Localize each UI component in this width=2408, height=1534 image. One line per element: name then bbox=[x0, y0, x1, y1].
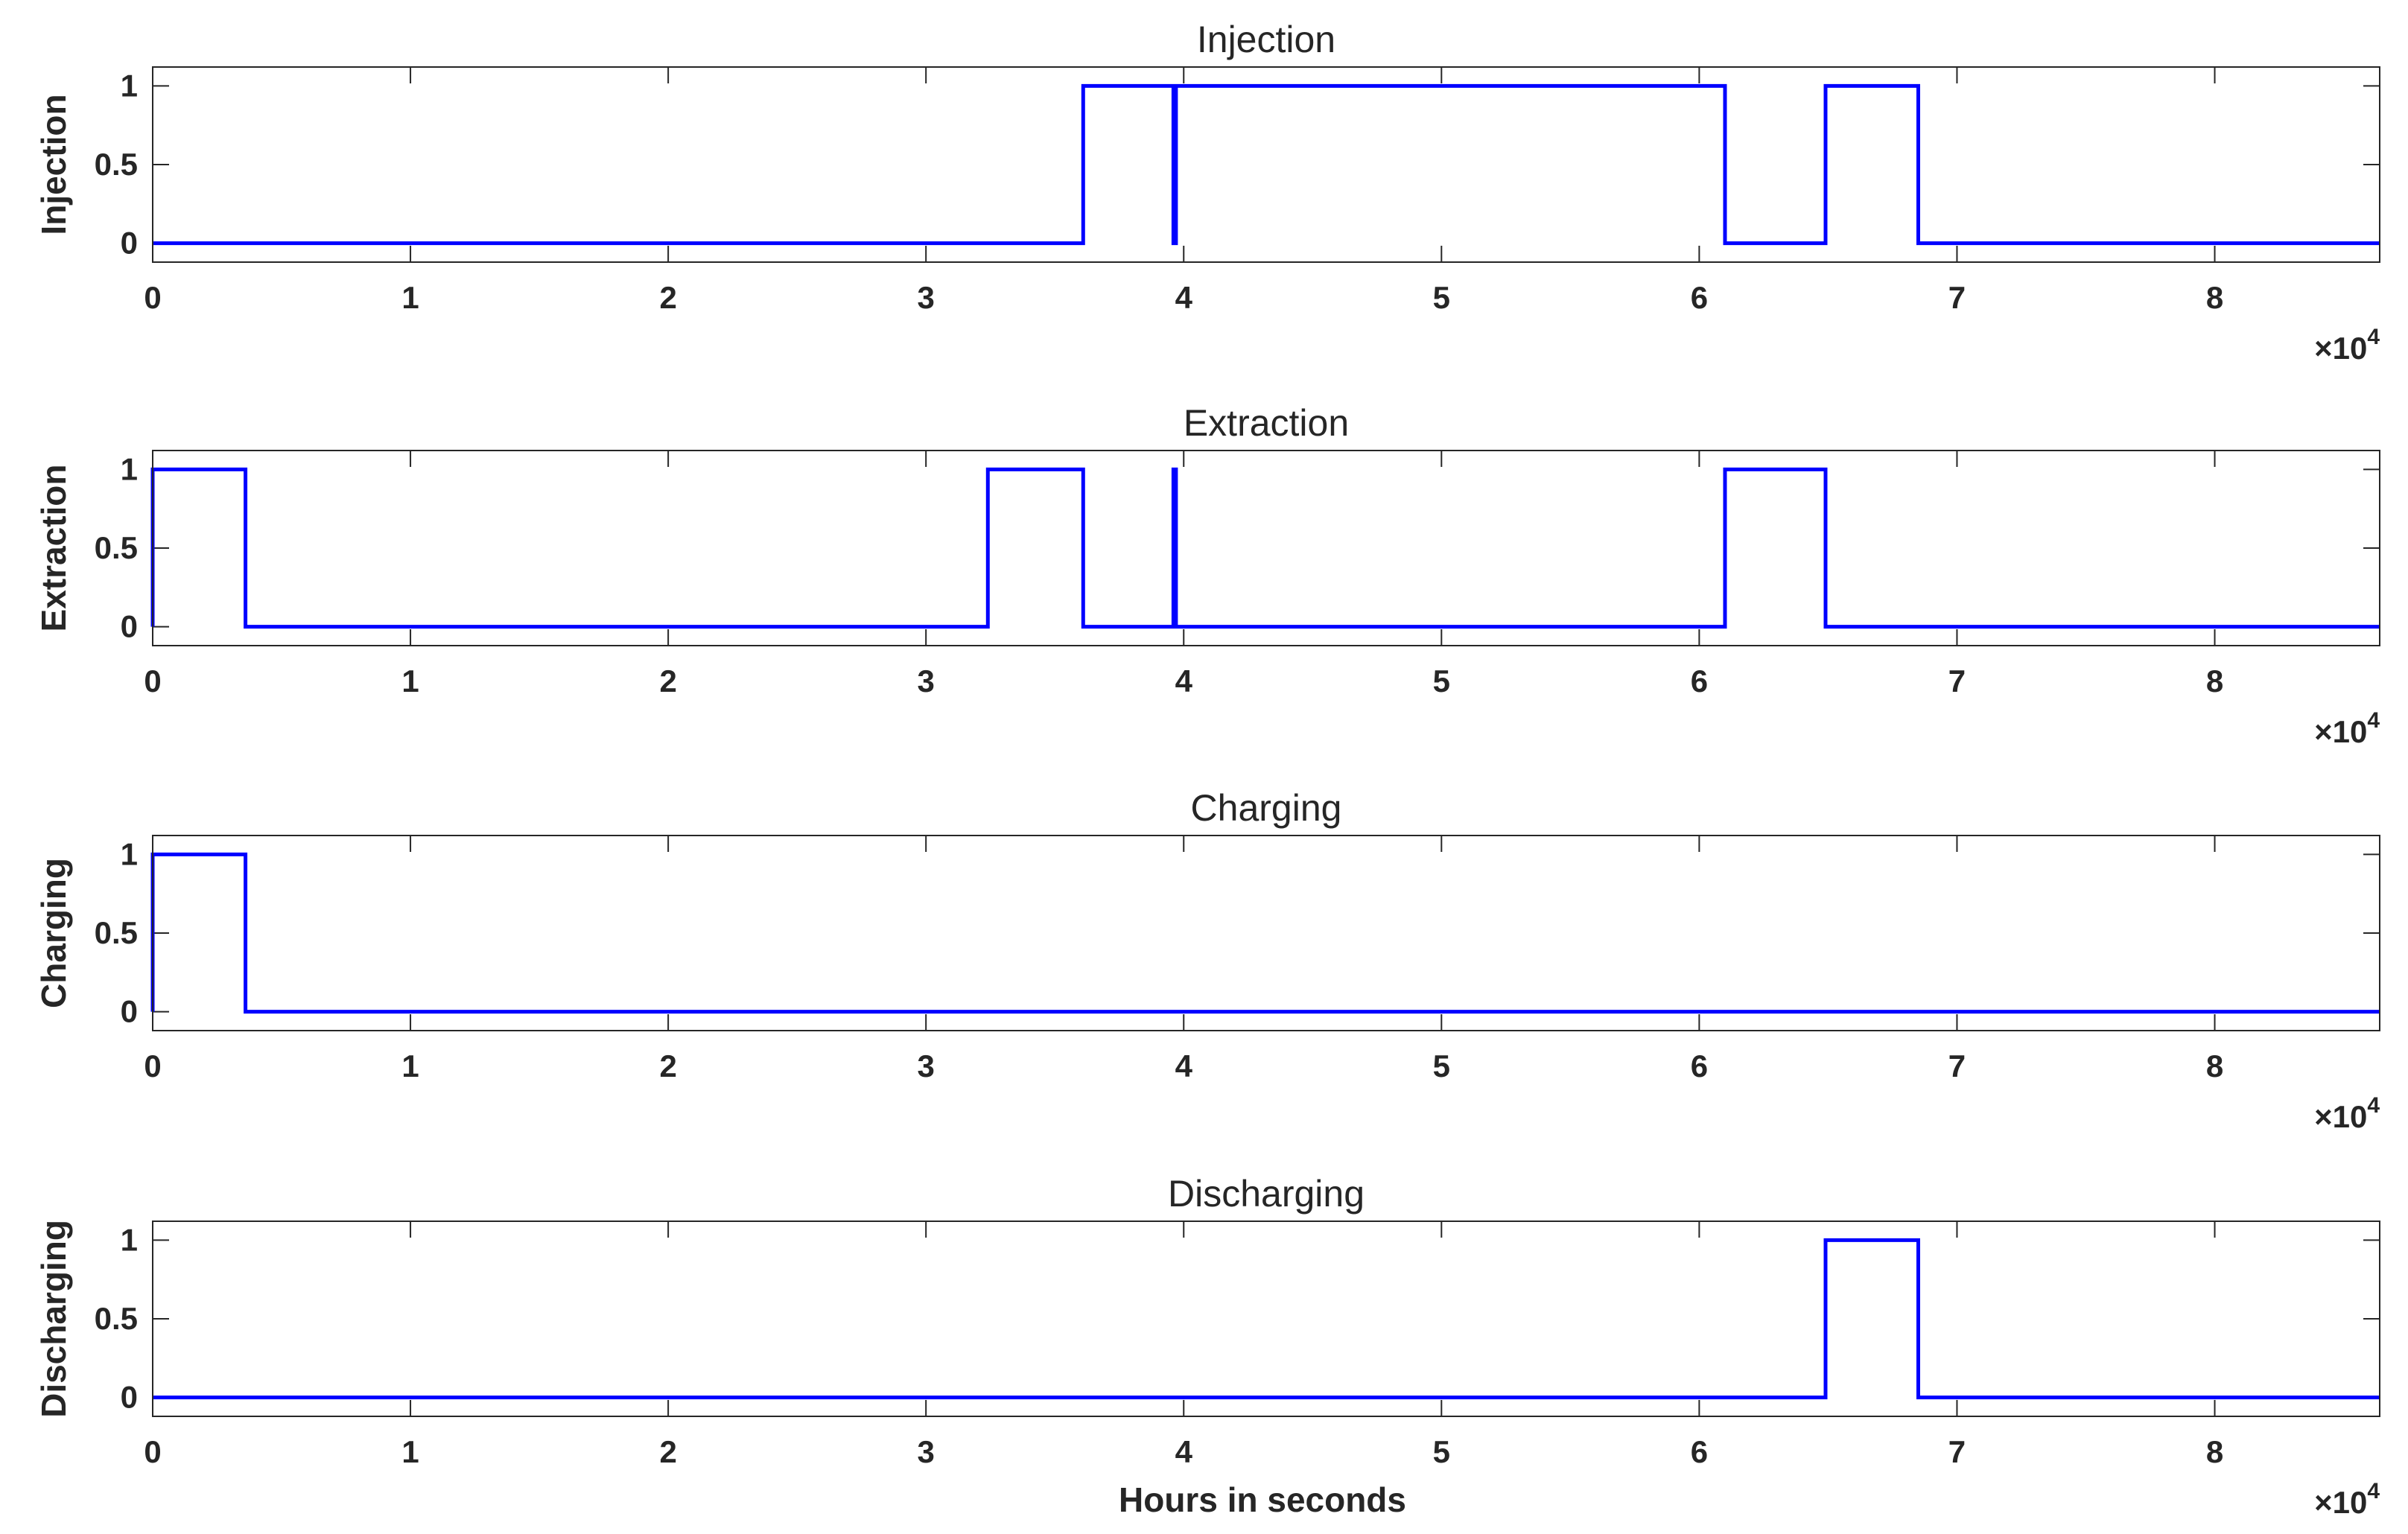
subplot-title: Extraction bbox=[1184, 402, 1349, 444]
x-tick-label: 6 bbox=[1691, 280, 1708, 315]
subplot-discharging: Discharging Discharging 0 1 2 3 4 5 6 7 8 0 0.5 1 ×104… bbox=[34, 1173, 2380, 1520]
y-axis-label: Injection bbox=[34, 94, 73, 235]
x-tick-label: 8 bbox=[2206, 1048, 2223, 1083]
x-tick-label: 8 bbox=[2206, 663, 2223, 698]
x-tick-label: 5 bbox=[1433, 1048, 1450, 1083]
subplot-title: Injection bbox=[1197, 19, 1335, 60]
x-tick-label: 7 bbox=[1948, 663, 1966, 698]
x-tick-label: 1 bbox=[401, 1048, 419, 1083]
x-tick-label: 3 bbox=[918, 1048, 935, 1083]
x-tick-label: 4 bbox=[1175, 663, 1193, 698]
x-axis-label: Hours in seconds bbox=[1119, 1480, 1406, 1519]
x-tick-label: 6 bbox=[1691, 663, 1708, 698]
y-tick-label: 0.5 bbox=[95, 915, 138, 950]
y-tick-label: 1 bbox=[121, 836, 138, 871]
x-tick-label: 2 bbox=[659, 280, 676, 315]
x-tick-label: 7 bbox=[1948, 1434, 1966, 1469]
axes-box bbox=[152, 450, 2380, 646]
x-tick-label: 1 bbox=[401, 280, 419, 315]
y-tick-label: 0.5 bbox=[95, 530, 138, 565]
axes-box bbox=[152, 1220, 2380, 1417]
x-tick-label: 6 bbox=[1691, 1434, 1708, 1469]
x-tick-label: 7 bbox=[1948, 280, 1966, 315]
x-tick-label: 5 bbox=[1433, 280, 1450, 315]
x-tick-label: 2 bbox=[659, 1048, 676, 1083]
x-tick-label: 3 bbox=[918, 1434, 935, 1469]
x-exponent-label: ×104 bbox=[2314, 325, 2380, 366]
x-tick-label: 3 bbox=[918, 663, 935, 698]
x-exponent-label: ×104 bbox=[2314, 708, 2380, 749]
y-tick-label: 0 bbox=[121, 226, 138, 261]
x-tick-label: 8 bbox=[2206, 280, 2223, 315]
x-tick-label: 0 bbox=[144, 663, 161, 698]
x-tick-label: 2 bbox=[659, 663, 676, 698]
x-tick-label: 3 bbox=[918, 280, 935, 315]
y-axis-label: Discharging bbox=[34, 1220, 73, 1418]
x-tick-label: 0 bbox=[144, 1048, 161, 1083]
axes-box bbox=[152, 66, 2380, 263]
subplot-injection: Injection Injection 0 1 2 3 4 5 6 7 8 0 0.5 1 ×104 bbox=[34, 19, 2380, 366]
series-line bbox=[150, 467, 2380, 629]
series-line bbox=[153, 83, 2380, 246]
y-tick-label: 0.5 bbox=[95, 147, 138, 182]
y-tick-label: 0 bbox=[121, 994, 138, 1029]
y-tick-label: 1 bbox=[121, 451, 138, 486]
y-tick-label: 0 bbox=[121, 1380, 138, 1415]
x-tick-label: 0 bbox=[144, 280, 161, 315]
subplot-title: Charging bbox=[1191, 787, 1342, 829]
x-tick-label: 1 bbox=[401, 1434, 419, 1469]
series-line bbox=[150, 852, 2380, 1014]
x-tick-label: 8 bbox=[2206, 1434, 2223, 1469]
x-tick-label: 2 bbox=[659, 1434, 676, 1469]
y-tick-label: 0 bbox=[121, 609, 138, 644]
subplot-charging: Charging Charging 0 1 2 3 4 5 6 7 8 0 0.5 1 ×104 bbox=[34, 787, 2380, 1134]
y-tick-label: 0.5 bbox=[95, 1301, 138, 1336]
subplot-title: Discharging bbox=[1168, 1173, 1365, 1215]
x-tick-label: 5 bbox=[1433, 663, 1450, 698]
y-axis-label: Charging bbox=[34, 858, 73, 1008]
x-tick-label: 4 bbox=[1175, 1048, 1193, 1083]
x-tick-label: 1 bbox=[401, 663, 419, 698]
x-tick-label: 4 bbox=[1175, 1434, 1193, 1469]
subplot-extraction: Extraction Extraction 0 1 2 3 4 5 6 7 8 0 0.5 1 ×104 bbox=[34, 402, 2380, 749]
y-axis-label: Extraction bbox=[34, 465, 73, 632]
y-tick-label: 1 bbox=[121, 1222, 138, 1257]
series-line bbox=[153, 1238, 2380, 1400]
x-exponent-label: ×104 bbox=[2314, 1093, 2380, 1134]
x-tick-label: 5 bbox=[1433, 1434, 1450, 1469]
x-tick-label: 0 bbox=[144, 1434, 161, 1469]
y-tick-label: 1 bbox=[121, 68, 138, 103]
x-exponent-label: ×104 bbox=[2314, 1479, 2380, 1520]
x-tick-label: 7 bbox=[1948, 1048, 1966, 1083]
x-tick-label: 6 bbox=[1691, 1048, 1708, 1083]
x-tick-label: 4 bbox=[1175, 280, 1193, 315]
axes-box bbox=[152, 835, 2380, 1031]
